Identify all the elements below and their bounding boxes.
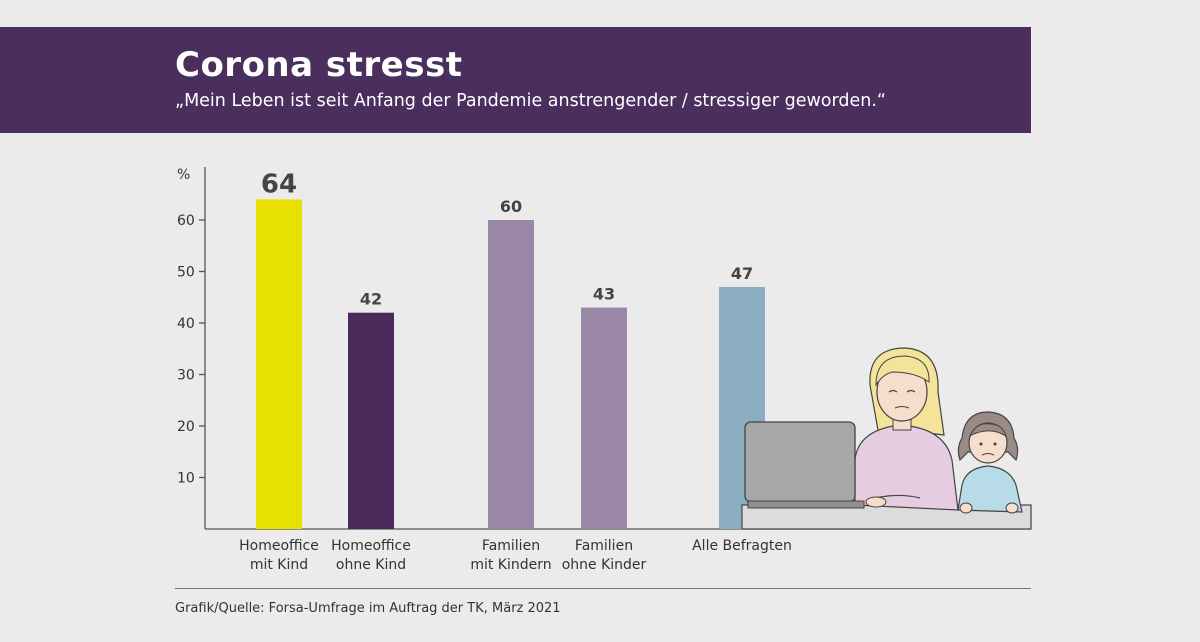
bar-3 — [581, 307, 627, 529]
y-tick-label: 40 — [177, 316, 195, 332]
bar-value-label: 42 — [360, 290, 382, 309]
y-tick-label: 50 — [177, 265, 195, 281]
plot-area: % 10 20 30 40 50 60 64 42 60 43 47 — [177, 167, 1031, 530]
y-tick-label: 10 — [177, 471, 195, 487]
woman-laptop-child-illustration — [741, 347, 1032, 530]
bar-1 — [348, 312, 394, 529]
bar-value-label: 60 — [500, 197, 522, 216]
x-category-label: Alle Befragten — [692, 538, 792, 554]
bar-value-label: 64 — [261, 169, 297, 199]
x-category-label: Familien mit Kindern — [470, 538, 552, 573]
chart-title: Corona stresst — [175, 45, 463, 85]
y-tick-label: 60 — [177, 213, 195, 229]
x-category-label: Familien ohne Kinder — [561, 538, 647, 573]
footer-divider — [175, 588, 1031, 589]
y-axis-unit-label: % — [177, 167, 190, 183]
y-tick-label: 30 — [177, 368, 195, 384]
y-tick-label: 20 — [177, 419, 195, 435]
chart-subtitle: „Mein Leben ist seit Anfang der Pandemie… — [175, 91, 886, 111]
bar-2 — [488, 220, 534, 529]
source-note: Grafik/Quelle: Forsa-Umfrage im Auftrag … — [175, 601, 561, 616]
bar-value-label: 43 — [593, 285, 615, 304]
x-category-label: Homeoffice mit Kind — [239, 538, 319, 573]
bar-value-label: 47 — [731, 264, 753, 283]
x-category-label: Homeoffice ohne Kind — [331, 538, 411, 573]
bar-0 — [256, 199, 302, 529]
header-banner: Corona stresst „Mein Leben ist seit Anfa… — [0, 27, 1031, 133]
